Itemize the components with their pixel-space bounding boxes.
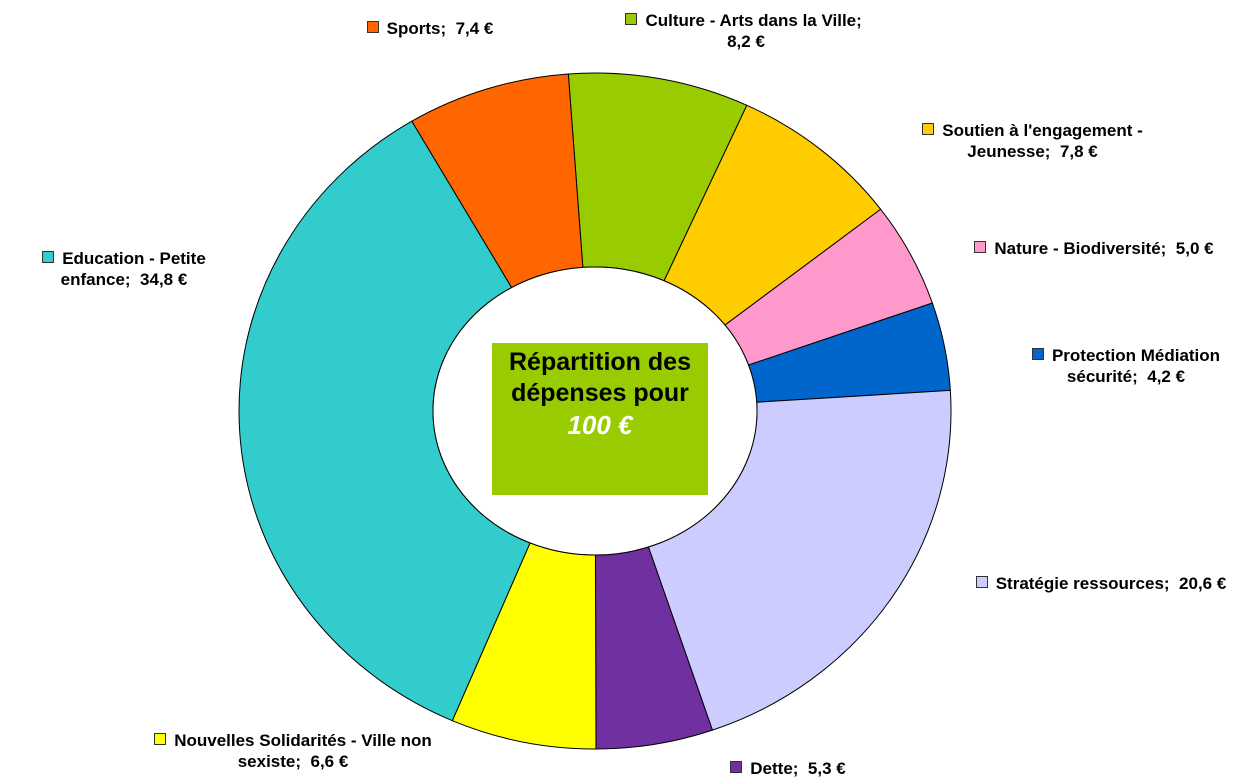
label-value: 20,6 € [1179,574,1227,593]
legend-swatch [730,761,743,773]
segment-label: Education - Petite enfance; 34,8 € [10,248,238,290]
label-value: 7,8 € [1059,142,1098,161]
center-box: Répartition des dépenses pour 100 € [492,343,708,495]
legend-swatch [366,21,379,33]
segment-label: Nature - Biodiversité; 5,0 € [963,238,1225,259]
label-category: Education - Petite enfance; [60,249,206,289]
label-value: 5,3 € [807,759,846,778]
segment-label: Stratégie ressources; 20,6 € [970,573,1232,594]
segment-label: Soutien à l'engagement - Jeunesse; 7,8 € [890,120,1175,162]
legend-swatch [922,123,935,135]
label-value: 4,2 € [1147,367,1186,386]
label-value: 8,2 € [727,32,765,51]
segment-label: Protection Médiation sécurité; 4,2 € [997,345,1255,387]
segment-label: Dette; 5,3 € [688,758,888,779]
legend-swatch [1031,348,1044,360]
legend-swatch [975,576,988,588]
legend-swatch [154,733,167,745]
label-value: 34,8 € [140,270,188,289]
label-category: Protection Médiation sécurité; [1051,346,1221,386]
label-category: Nouvelles Solidarités - Ville non sexist… [174,731,432,771]
segment-label: Sports; 7,4 € [320,18,540,39]
label-value: 5,0 € [1175,239,1214,258]
chart-subtitle: 100 € [567,410,633,440]
legend-swatch [974,241,987,253]
label-value: 6,6 € [310,752,349,771]
legend-swatch [625,13,638,25]
label-category: Nature - Biodiversité; [994,239,1167,258]
label-category: Soutien à l'engagement - Jeunesse; [942,121,1143,161]
label-category: Culture - Arts dans la Ville; [645,11,862,30]
segment-label: Nouvelles Solidarités - Ville non sexist… [152,730,434,772]
segment-label: Culture - Arts dans la Ville; 8,2 € [620,10,872,52]
label-category: Sports; [386,19,447,38]
legend-swatch [42,251,55,263]
label-category: Dette; [750,759,799,778]
label-category: Stratégie ressources; [995,574,1170,593]
chart-title: Répartition des dépenses pour [509,348,691,407]
label-value: 7,4 € [455,19,494,38]
